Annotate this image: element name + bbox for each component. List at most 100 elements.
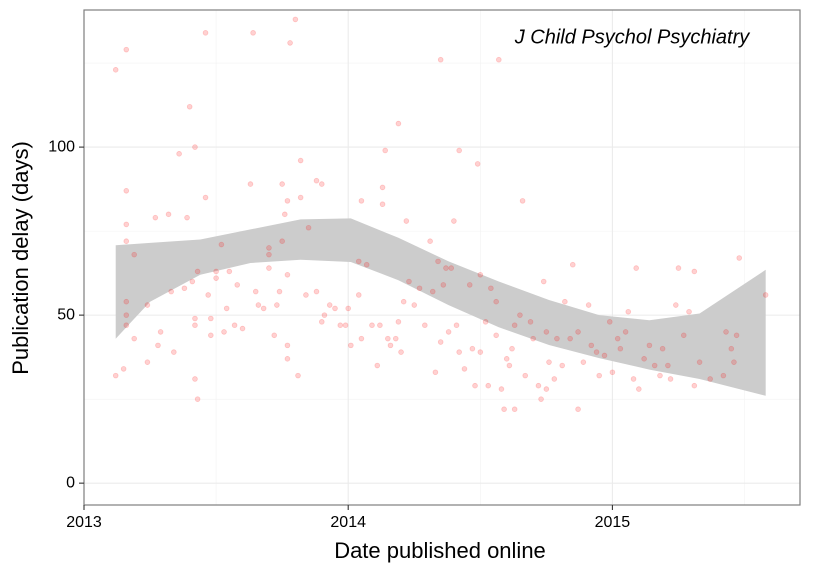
point	[385, 335, 391, 342]
x-tick-label: 2013	[66, 514, 102, 531]
point	[123, 187, 130, 194]
point	[392, 335, 399, 342]
point	[234, 282, 241, 288]
point	[723, 329, 729, 335]
point	[379, 184, 386, 191]
point	[398, 349, 404, 355]
point	[155, 342, 161, 349]
points-layer	[112, 16, 769, 413]
point	[493, 298, 499, 305]
point	[440, 282, 447, 288]
point	[422, 322, 428, 329]
point	[580, 359, 587, 365]
point	[348, 342, 354, 349]
point	[596, 372, 603, 379]
y-tick-label: 50	[57, 306, 75, 323]
annotation: J Child Psychol Psychiatry	[514, 26, 751, 48]
point	[284, 272, 291, 278]
point	[506, 362, 513, 369]
point	[437, 56, 444, 63]
point	[292, 16, 299, 23]
point	[374, 362, 381, 369]
point	[696, 359, 703, 365]
point	[519, 198, 526, 204]
point	[345, 305, 352, 312]
point	[377, 322, 383, 329]
point	[305, 224, 312, 231]
point	[184, 214, 190, 221]
point	[226, 268, 233, 275]
point	[123, 298, 130, 305]
point	[667, 376, 674, 382]
point	[498, 386, 505, 392]
point	[287, 40, 293, 46]
point	[691, 382, 698, 389]
point	[218, 241, 225, 248]
point	[297, 194, 304, 201]
point	[266, 265, 272, 271]
point	[326, 302, 333, 308]
point	[416, 285, 423, 292]
point	[279, 181, 285, 187]
point	[192, 322, 198, 329]
point	[733, 332, 740, 339]
point	[205, 292, 211, 298]
point	[680, 332, 687, 339]
point	[332, 305, 338, 312]
y-tick-label: 0	[66, 474, 75, 491]
point	[208, 332, 214, 339]
point	[601, 352, 608, 359]
point	[208, 315, 214, 322]
point	[313, 288, 320, 295]
point	[551, 376, 558, 382]
point	[284, 356, 291, 362]
point	[501, 406, 507, 413]
point	[168, 288, 174, 295]
point	[675, 265, 682, 271]
band-layer	[115, 218, 766, 396]
point	[131, 335, 137, 342]
point	[474, 161, 481, 167]
point	[617, 345, 624, 352]
point	[720, 372, 727, 379]
point	[522, 372, 529, 379]
point	[451, 218, 457, 224]
point	[728, 345, 735, 352]
point	[369, 322, 375, 329]
point	[255, 302, 262, 308]
point	[400, 298, 407, 305]
point	[157, 329, 164, 335]
point	[538, 396, 544, 402]
point	[337, 322, 344, 329]
point	[485, 382, 492, 389]
point	[123, 46, 130, 53]
point	[461, 366, 468, 372]
point	[355, 258, 362, 265]
point	[303, 292, 309, 298]
point	[295, 372, 301, 379]
point	[472, 382, 478, 389]
point	[432, 369, 439, 376]
point	[630, 376, 637, 382]
point	[284, 198, 291, 204]
point	[511, 322, 518, 329]
point	[112, 67, 119, 73]
point	[194, 396, 201, 402]
point	[144, 302, 151, 308]
point	[437, 339, 444, 345]
confidence-band	[115, 218, 766, 396]
y-tick-label: 100	[48, 138, 75, 155]
point	[606, 319, 613, 325]
point	[509, 345, 515, 352]
point	[448, 265, 455, 271]
point	[543, 329, 550, 335]
point	[274, 302, 280, 308]
y-axis-title: Publication delay (days)	[8, 141, 33, 375]
point	[469, 345, 476, 352]
point	[657, 372, 663, 379]
point	[466, 282, 473, 288]
point	[250, 30, 256, 36]
point	[659, 345, 666, 352]
point	[131, 251, 137, 258]
